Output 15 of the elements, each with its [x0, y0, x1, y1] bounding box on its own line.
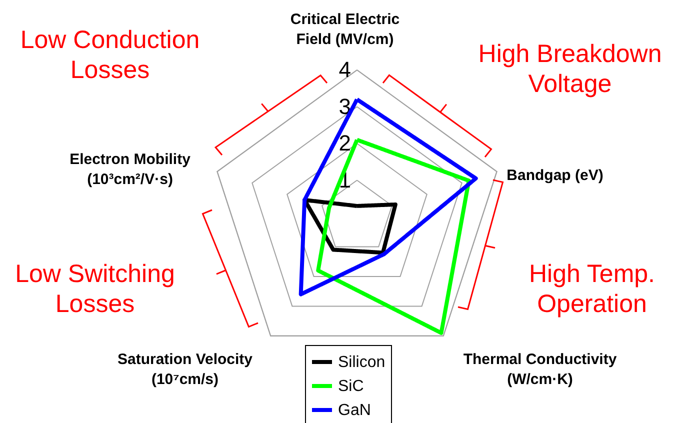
legend-label: GaN — [338, 402, 371, 419]
text: Low Switching Losses — [15, 260, 175, 318]
y-tick-label: 3 — [338, 94, 351, 119]
spoke-label: Bandgap (eV) — [506, 167, 604, 184]
legend-label: Silicon — [338, 354, 386, 371]
text: Low Conduction Losses — [20, 26, 200, 84]
y-tick-label: 2 — [338, 130, 351, 156]
y-tick-label: 4 — [338, 57, 351, 82]
spoke-label: Electron Mobility (10³cm²/V·s) — [70, 151, 192, 188]
text: High Breakdown Voltage — [478, 40, 662, 98]
spoke-label: Thermal Conductivity (W/cm·K) — [463, 351, 618, 388]
text: High Temp. Operation — [529, 260, 655, 318]
spoke-label: Critical Electric Field (MV/cm) — [290, 11, 400, 48]
legend-label: SiC — [338, 378, 364, 395]
spoke-label: Saturation Velocity (10⁷cm/s) — [117, 351, 254, 388]
